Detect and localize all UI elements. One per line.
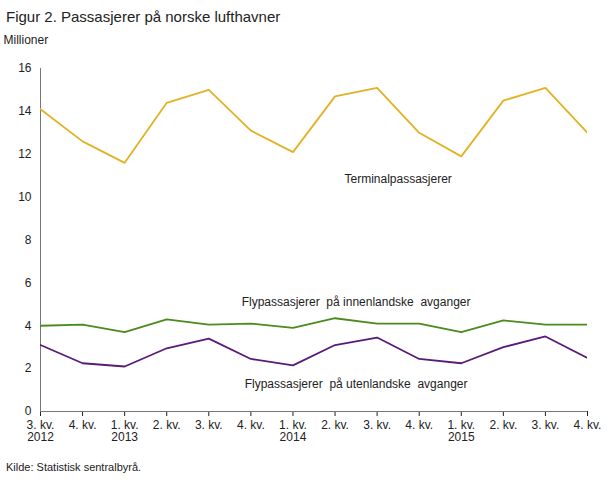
svg-text:4. kv.: 4. kv. [405,418,433,432]
html-text:Kilde: Statistisk sentralbyrå.: Kilde: Statistisk sentralbyrå. [6,461,142,473]
svg-text:4. kv.: 4. kv. [237,418,265,432]
svg-text:2. kv.: 2. kv. [489,418,517,432]
html-text:Figur 2. Passasjerer på norske: Figur 2. Passasjerer på norske lufthavne… [6,8,281,25]
svg-text:3. kv.2012: 3. kv.2012 [27,418,55,444]
svg-text:3. kv.: 3. kv. [195,418,223,432]
svg-text:4. kv.: 4. kv. [69,418,97,432]
svg-text:Flypassasjerer på innenlandsk: Flypassasjerer på innenlandske avganger [242,295,471,309]
svg-text:2. kv.: 2. kv. [321,418,349,432]
svg-text:3. kv.: 3. kv. [363,418,391,432]
svg-text:0: 0 [25,404,32,418]
svg-text:Terminalpassasjerer: Terminalpassasjerer [344,172,451,186]
svg-text:1. kv.2013: 1. kv.2013 [111,418,139,444]
svg-text:10: 10 [18,190,32,204]
svg-text:4: 4 [25,319,32,333]
svg-text:1. kv.2015: 1. kv.2015 [447,418,475,444]
svg-text:6: 6 [25,276,32,290]
svg-text:2: 2 [25,361,32,375]
svg-text:Millioner: Millioner [4,33,49,47]
svg-text:Flypassasjerer på utenlandske: Flypassasjerer på utenlandske avganger [245,377,468,391]
svg-text:3. kv.: 3. kv. [532,418,560,432]
svg-text:16: 16 [18,61,32,75]
svg-text:12: 12 [18,147,32,161]
svg-text:8: 8 [25,233,32,247]
svg-text:4. kv.: 4. kv. [574,418,602,432]
svg-text:2. kv.: 2. kv. [153,418,181,432]
svg-text:1. kv.2014: 1. kv.2014 [279,418,307,444]
svg-text:14: 14 [18,104,32,118]
